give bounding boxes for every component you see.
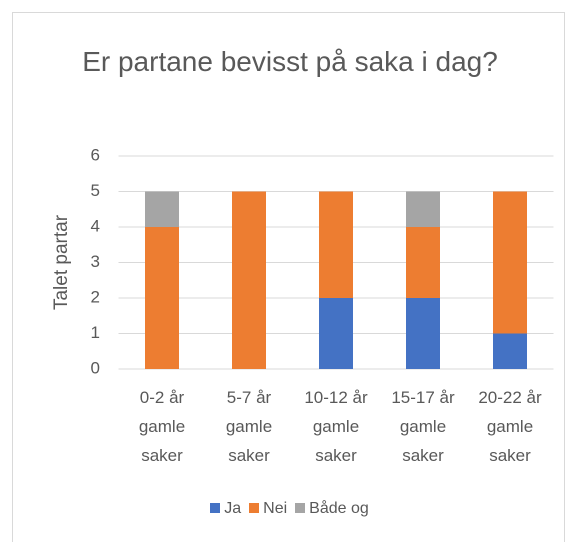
y-tick-label: 3 (91, 252, 100, 271)
bar-segment (145, 227, 179, 369)
x-tick-label: 20-22 år gamle saker (478, 388, 542, 465)
chart-border (12, 12, 565, 542)
y-tick-label: 4 (91, 216, 100, 235)
bar-segment (145, 191, 179, 227)
chart-title: Er partane bevisst på saka i dag? (82, 46, 498, 77)
y-tick-label: 5 (91, 181, 100, 200)
bar-segment (493, 191, 527, 334)
bar-segment (406, 227, 440, 298)
legend-swatch (210, 503, 221, 513)
y-axis-label: Talet partar (51, 214, 72, 310)
legend-swatch (295, 503, 306, 513)
y-tick-label: 0 (91, 358, 100, 377)
legend-item: Både og (295, 500, 369, 518)
legend-label: Nei (263, 500, 288, 517)
legend-item: Nei (249, 500, 287, 518)
bar-segment (493, 333, 527, 369)
legend-label: Både og (309, 500, 369, 517)
y-tick-label: 1 (91, 323, 100, 342)
bar-segment (232, 191, 266, 369)
bar-segment (319, 191, 353, 298)
legend: Ja Nei Både og (0, 500, 579, 518)
y-tick-label: 2 (91, 287, 100, 306)
x-tick-label: 10-12 år gamle saker (304, 388, 368, 465)
x-tick-label: 0-2 år gamle saker (138, 388, 186, 465)
legend-item: Ja (210, 500, 241, 518)
bar-segment (406, 191, 440, 227)
legend-swatch (249, 503, 260, 513)
x-tick-label: 5-7 år gamle saker (225, 388, 273, 465)
x-tick-label: 15-17 år gamle saker (391, 388, 455, 465)
y-tick-label: 6 (91, 145, 100, 164)
bar-segment (319, 298, 353, 369)
legend-label: Ja (224, 500, 242, 517)
bar-segment (406, 298, 440, 369)
